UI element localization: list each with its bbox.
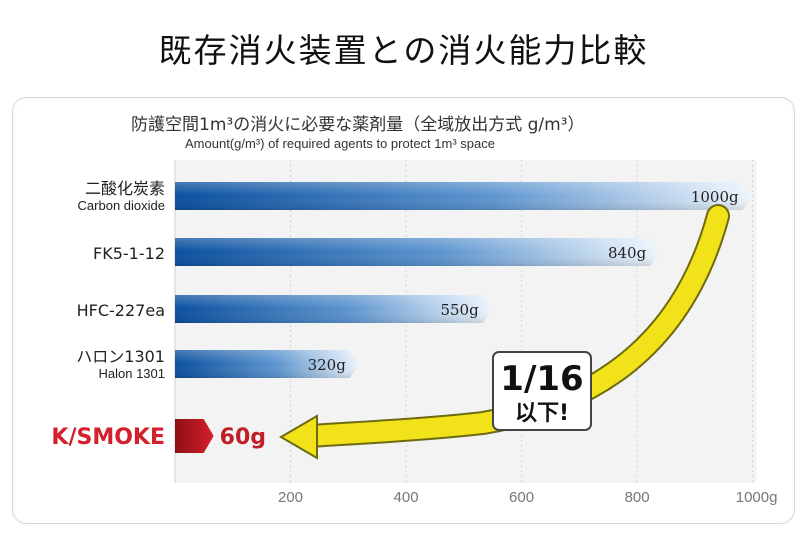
category-sublabel: Carbon dioxide xyxy=(78,198,165,213)
category-label: ハロン1301 xyxy=(76,347,165,366)
bar-value-label: 1000g xyxy=(691,188,739,206)
bar-shading xyxy=(175,295,493,323)
category-label: HFC-227ea xyxy=(77,301,165,320)
callout-main-text: 1/16 xyxy=(500,359,583,399)
x-tick-label: 800 xyxy=(625,489,650,506)
x-tick-label: 1000g xyxy=(736,489,778,506)
callout-sub-text: 以下! xyxy=(515,401,569,426)
page-title: 既存消火装置との消火能力比較 xyxy=(158,31,649,70)
arrow-head xyxy=(279,414,318,460)
category-label-highlight: K/SMOKE xyxy=(51,425,165,450)
bar-value-label-highlight: 60g xyxy=(220,425,266,450)
bar-shading xyxy=(175,350,360,378)
x-tick-label: 200 xyxy=(278,489,303,506)
bar-value-label: 550g xyxy=(440,301,479,319)
bar-value-label: 320g xyxy=(308,356,347,374)
bar-chart: 防護空間1m³の消火に必要な薬剤量（全域放出方式 g/m³） Amount(g/… xyxy=(51,115,777,506)
bar-value-label: 840g xyxy=(608,244,647,262)
bar-shading xyxy=(175,238,661,266)
chart-title: 防護空間1m³の消火に必要な薬剤量（全域放出方式 g/m³） xyxy=(131,115,585,135)
x-tick-label: 600 xyxy=(509,489,534,506)
callout-box xyxy=(492,351,592,431)
x-axis-ticks: 200 400 600 800 1000g xyxy=(278,489,777,506)
bar-highlight xyxy=(175,419,214,453)
bar-shading xyxy=(175,182,753,210)
category-label: 二酸化炭素 xyxy=(85,179,165,198)
category-label: FK5-1-12 xyxy=(93,244,165,263)
x-tick-label: 400 xyxy=(394,489,419,506)
category-sublabel: Halon 1301 xyxy=(99,366,166,381)
chart-panel: 防護空間1m³の消火に必要な薬剤量（全域放出方式 g/m³） Amount(g/… xyxy=(12,97,795,524)
chart-subtitle: Amount(g/m³) of required agents to prote… xyxy=(185,136,495,151)
